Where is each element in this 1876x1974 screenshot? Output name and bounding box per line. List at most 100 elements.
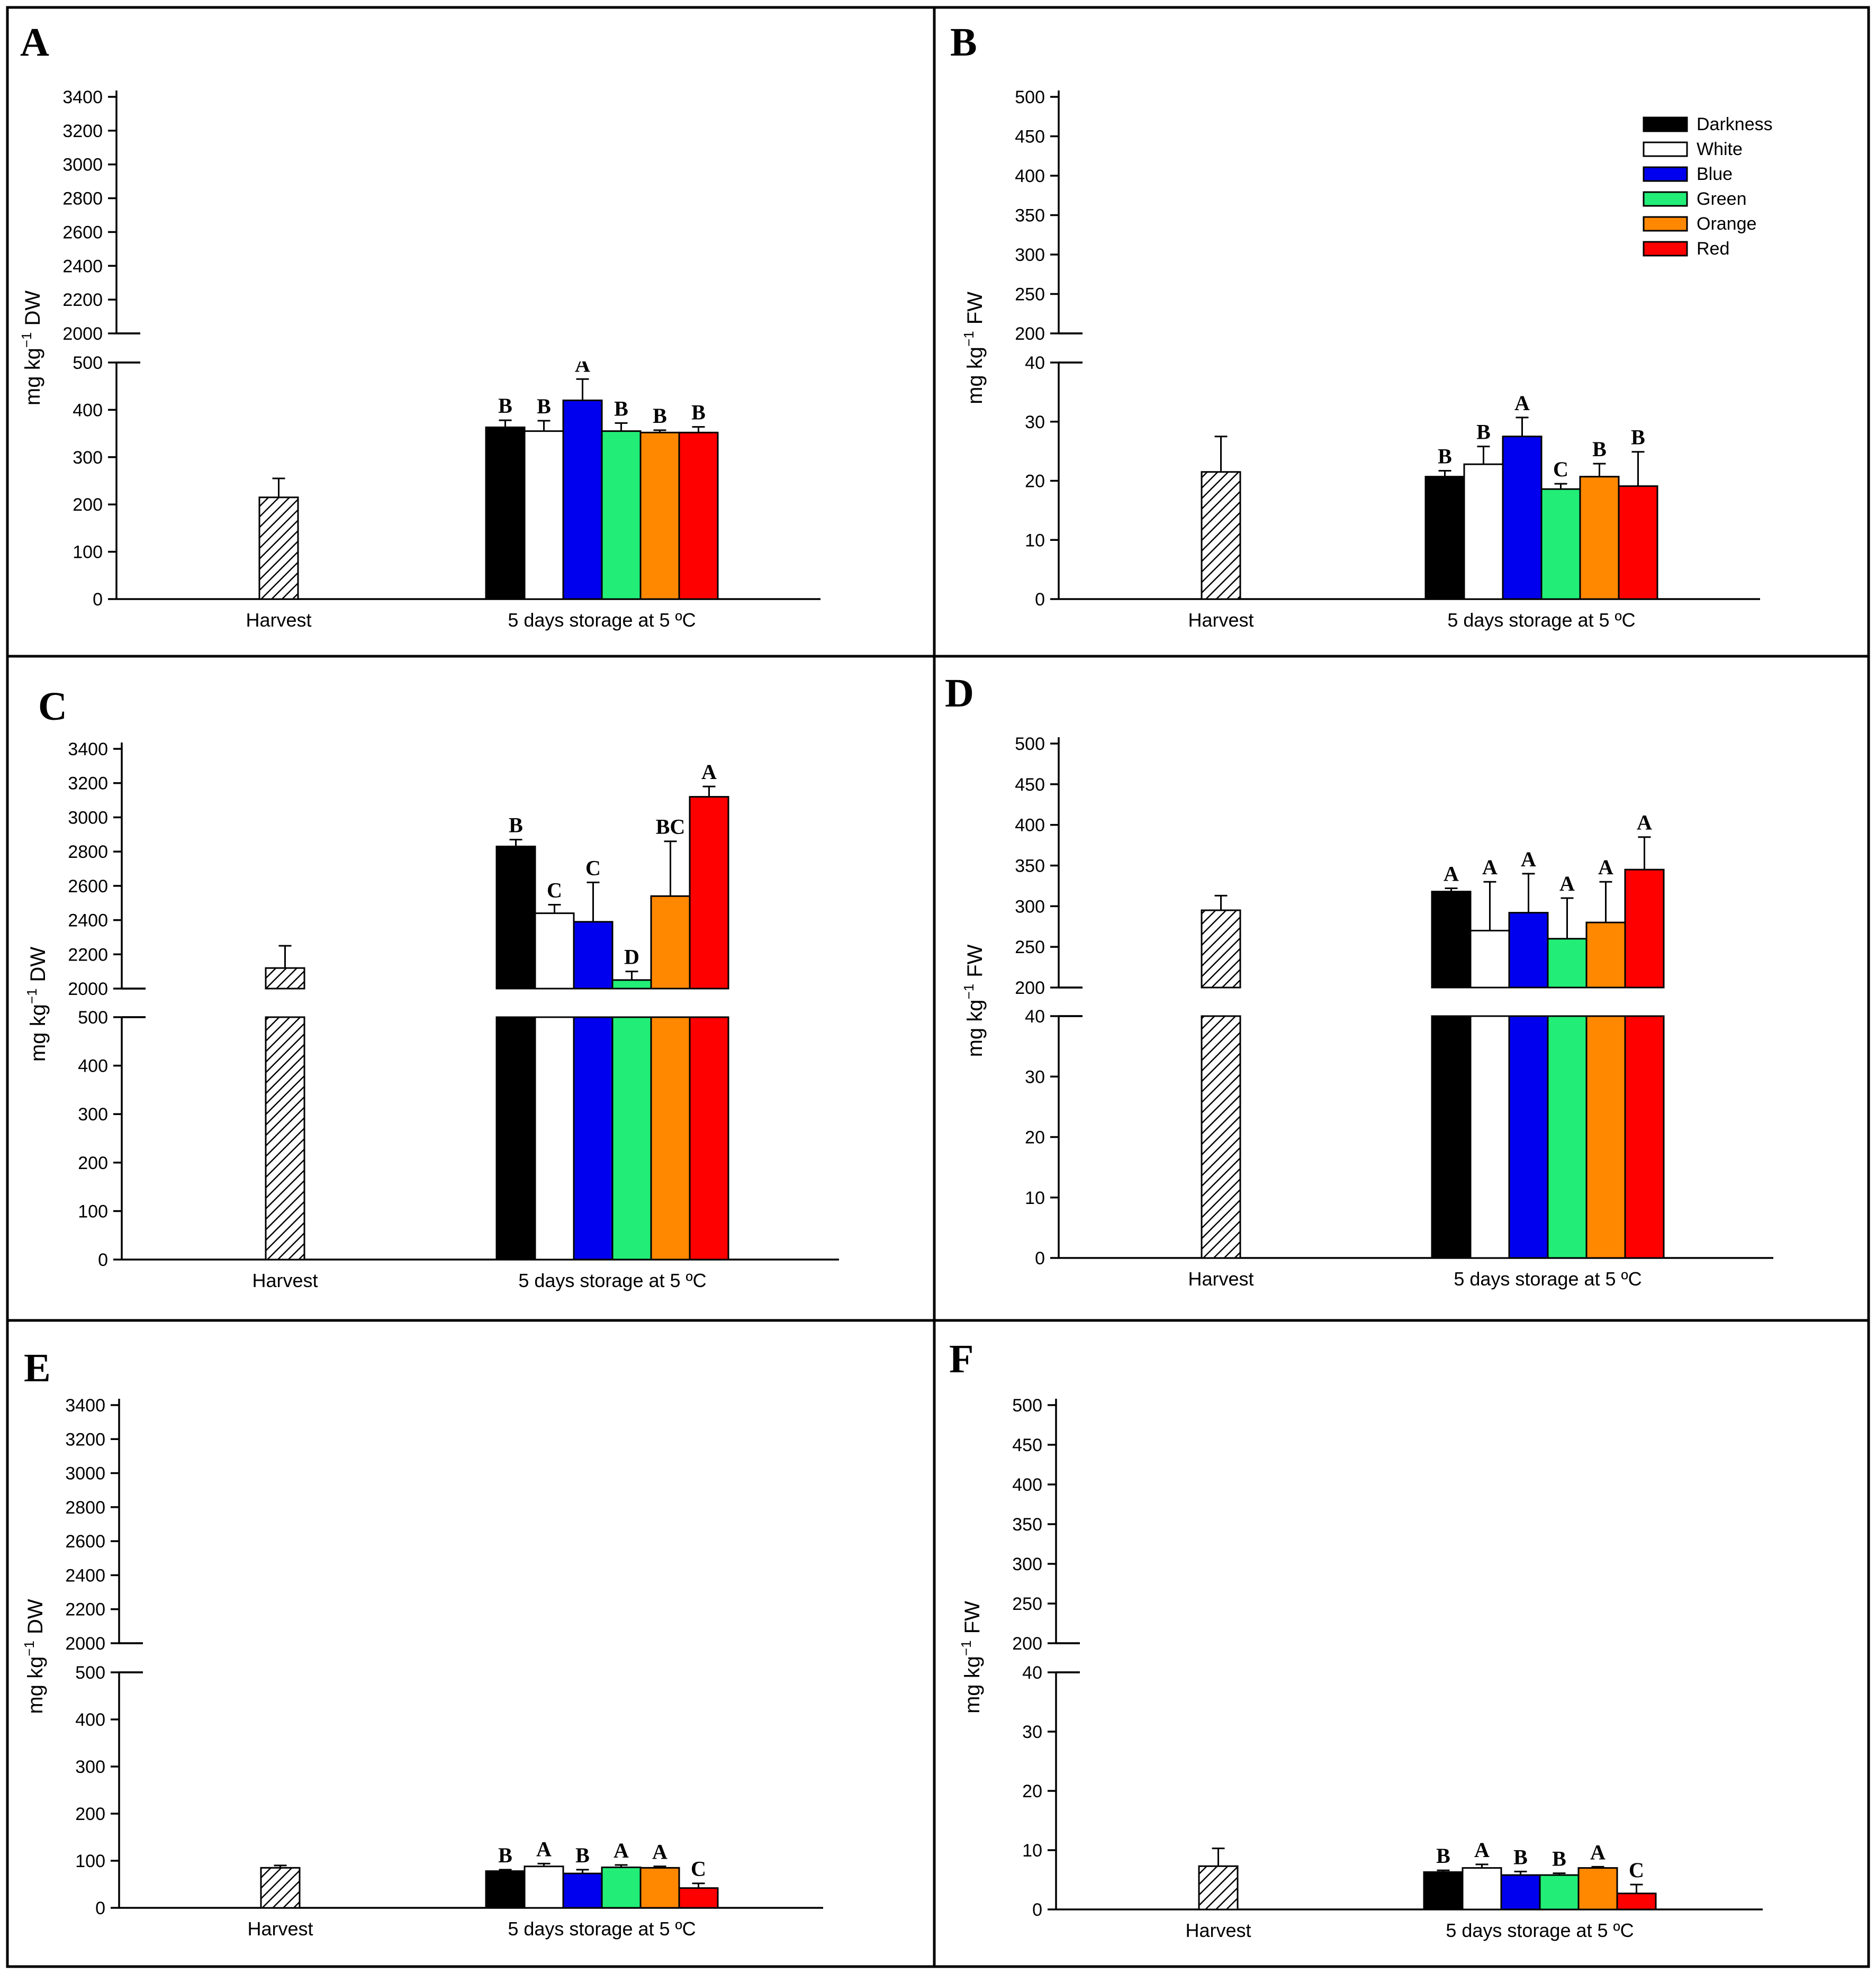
bar-harvest — [258, 496, 299, 600]
y-axis-label: mg kg−1 FW — [961, 944, 987, 1057]
legend-swatch-red — [1643, 241, 1688, 257]
x-category-label: 5 days storage at 5 ºC — [1447, 609, 1635, 631]
y-tick-label: 2200 — [68, 945, 108, 965]
axis-break-gap — [124, 990, 841, 1016]
y-axis-label-superscript: −1 — [958, 1640, 974, 1656]
figure-panels: A010020030040050020002200240026002800300… — [6, 6, 1870, 1968]
bar-white — [1463, 463, 1504, 600]
x-category-label: Harvest — [252, 1270, 318, 1291]
bar-harvest — [1201, 471, 1241, 600]
y-tick-label: 250 — [1015, 285, 1045, 305]
y-axis-label-unit: DW — [21, 291, 44, 326]
y-tick-label: 500 — [1012, 1396, 1042, 1416]
y-axis-label-main: mg kg — [961, 1656, 984, 1714]
y-tick-label: 20 — [1025, 472, 1045, 492]
significance-letter: B — [614, 396, 628, 420]
y-tick-label: 200 — [73, 495, 103, 515]
y-tick-label: 30 — [1025, 1067, 1045, 1087]
bar-green — [601, 1866, 642, 1909]
significance-letter: B — [537, 394, 551, 418]
y-tick-label: 500 — [78, 1008, 108, 1028]
y-tick-label: 300 — [1012, 1554, 1042, 1574]
y-tick-label: 0 — [1035, 1248, 1045, 1269]
bar-green — [1539, 1874, 1580, 1910]
legend-label: Red — [1697, 239, 1729, 259]
y-tick-label: 250 — [1015, 937, 1045, 957]
y-axis-label-main: mg kg — [26, 1004, 50, 1062]
y-tick-label: 2600 — [68, 876, 108, 897]
bar-green — [1547, 938, 1588, 989]
bar-blue — [1502, 436, 1543, 600]
bar-green — [1540, 488, 1581, 600]
bar-red — [1618, 485, 1658, 600]
bar-darkness — [485, 426, 526, 600]
y-tick-label: 300 — [73, 448, 103, 468]
y-tick-label: 0 — [1035, 590, 1045, 610]
significance-letter: B — [498, 394, 512, 418]
panel-label: D — [945, 671, 974, 716]
significance-letter: A — [1637, 811, 1652, 835]
y-axis-label-main: mg kg — [21, 348, 44, 405]
bar-green-lower — [611, 1016, 652, 1261]
y-tick-label: 3000 — [68, 808, 108, 828]
significance-letter: B — [1513, 1845, 1528, 1869]
axis-break-gap — [1061, 334, 1762, 361]
y-tick-label: 400 — [73, 400, 103, 420]
y-tick-label: 500 — [1015, 87, 1045, 107]
y-axis-label-main: mg kg — [963, 999, 987, 1057]
panel-c: C 0 100 200 300 400 500 2000 2200 2400 2600 2800 300… — [24, 684, 841, 1291]
bar-blue — [573, 921, 614, 990]
y-tick-label: 3200 — [68, 774, 108, 794]
y-tick-label: 2200 — [65, 1600, 105, 1620]
significance-letter: B — [653, 404, 667, 428]
legend-label: Darkness — [1697, 114, 1773, 134]
y-tick-label: 2000 — [68, 979, 108, 999]
y-tick-label: 350 — [1015, 206, 1045, 226]
significance-letter: B — [509, 813, 523, 837]
significance-letter: C — [1553, 457, 1568, 481]
y-tick-label: 450 — [1015, 127, 1045, 147]
figure-border — [6, 6, 1870, 1968]
bar-harvest — [1198, 1865, 1239, 1910]
y-tick-label: 400 — [1015, 816, 1045, 836]
significance-letter: B — [1476, 420, 1491, 444]
y-tick-label: 400 — [78, 1056, 108, 1076]
y-tick-label: 350 — [1015, 856, 1045, 876]
significance-letter: A — [1598, 855, 1613, 879]
y-tick-label: 2400 — [62, 256, 103, 276]
legend-swatch-orange — [1643, 216, 1688, 232]
y-axis-label-unit: DW — [26, 947, 50, 982]
y-tick-label: 200 — [1015, 978, 1045, 998]
significance-letter: C — [585, 856, 601, 880]
y-tick-label: 20 — [1022, 1781, 1042, 1801]
bar-orange — [639, 431, 680, 600]
y-tick-label: 200 — [78, 1153, 108, 1173]
panel-a: A 0 100 200 300 400 500 2000 2200 2400 2600 2800 300… — [19, 20, 823, 631]
significance-letter: A — [1514, 391, 1530, 415]
y-tick-label: 300 — [1015, 897, 1045, 917]
significance-letter: B — [498, 1843, 512, 1867]
y-axis-label-superscript: −1 — [21, 1641, 37, 1656]
y-axis-label: mg kg−1 FW — [958, 1601, 984, 1714]
y-tick-label: 3000 — [62, 155, 103, 175]
y-axis-label-superscript: −1 — [19, 332, 34, 348]
y-tick-label: 2400 — [65, 1565, 105, 1586]
y-tick-label: 200 — [75, 1804, 105, 1824]
x-category-label: 5 days storage at 5 ºC — [1446, 1919, 1634, 1941]
x-category-label: 5 days storage at 5 ºC — [518, 1270, 706, 1291]
bar-darkness — [485, 1870, 526, 1909]
bar-red — [678, 431, 719, 600]
significance-letter: A — [1521, 847, 1536, 871]
bar-white — [1469, 929, 1510, 989]
significance-letter: A — [536, 1837, 552, 1861]
y-tick-label: 100 — [75, 1851, 105, 1871]
y-tick-label: 3400 — [62, 87, 103, 107]
y-tick-label: 3000 — [65, 1464, 105, 1484]
panel-label: F — [949, 1337, 973, 1381]
y-tick-label: 500 — [1015, 734, 1045, 754]
panel-label: B — [950, 20, 977, 65]
bar-green-lower — [1547, 1015, 1588, 1259]
bar-orange — [639, 1867, 680, 1909]
bar-orange-lower — [650, 1016, 691, 1261]
bar-orange — [1579, 476, 1620, 600]
